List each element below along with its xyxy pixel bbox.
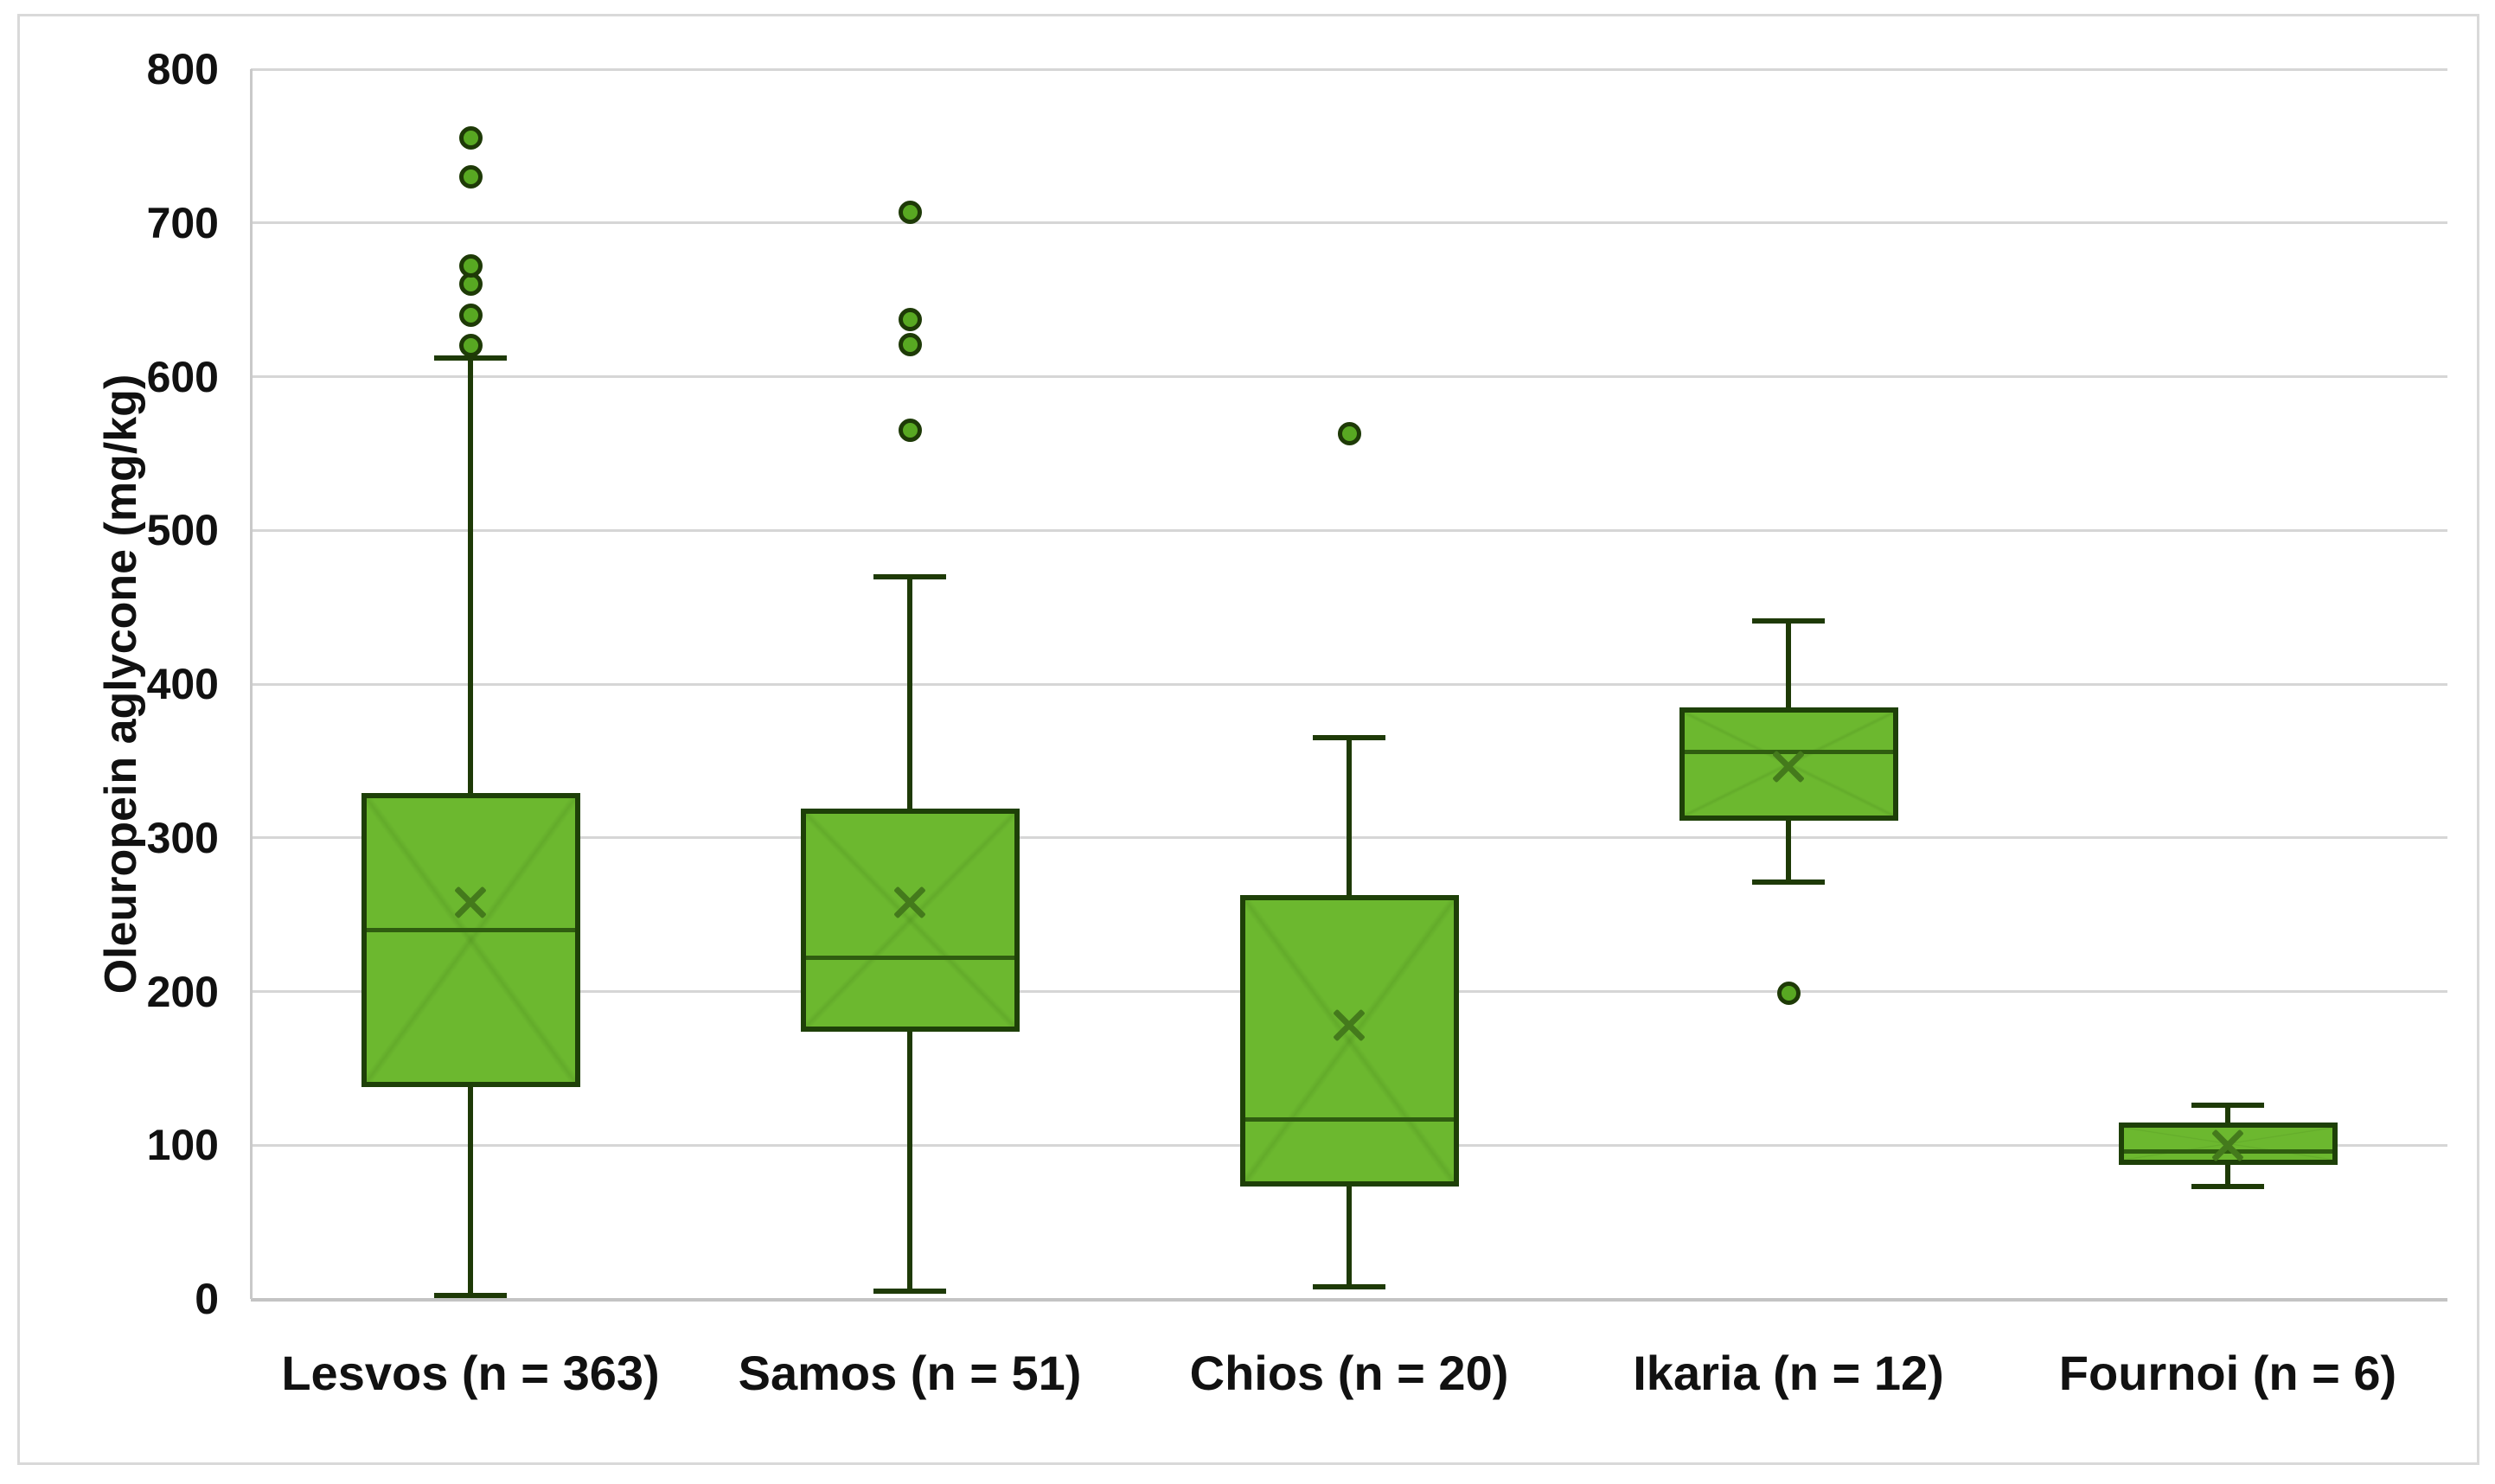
upper-whisker-line	[907, 576, 912, 809]
upper-whisker-cap	[2191, 1103, 2264, 1109]
median-line	[2123, 1148, 2332, 1154]
y-tick-label: 800	[146, 45, 219, 93]
lower-whisker-cap	[434, 1293, 507, 1299]
upper-whisker-line	[468, 358, 473, 794]
y-tick-label: 600	[146, 352, 219, 401]
median-line	[805, 955, 1014, 960]
gridline	[251, 1297, 2447, 1302]
box	[1239, 894, 1459, 1187]
outlier-point	[898, 419, 922, 443]
outlier-point	[898, 308, 922, 332]
box	[800, 808, 1020, 1032]
outlier-point	[1776, 981, 1801, 1005]
x-axis-label: Samos (n = 51)	[738, 1346, 1082, 1400]
outlier-point	[458, 254, 483, 278]
lower-whisker-line	[2225, 1165, 2230, 1187]
x-axis-label: Ikaria (n = 12)	[1633, 1346, 1944, 1400]
plot-area	[249, 67, 2447, 1302]
mean-marker	[1329, 1006, 1369, 1046]
outlier-point	[458, 303, 483, 327]
y-tick-label: 0	[195, 1275, 219, 1323]
lower-whisker-line	[1347, 1187, 1352, 1287]
lower-whisker-line	[1786, 821, 1791, 883]
upper-whisker-line	[1786, 621, 1791, 707]
y-tick-label: 500	[146, 506, 219, 555]
lower-whisker-line	[907, 1031, 912, 1292]
median-line	[366, 927, 575, 932]
y-tick-label: 700	[146, 198, 219, 247]
lower-whisker-cap	[2191, 1184, 2264, 1190]
lower-whisker-cap	[1752, 880, 1825, 886]
x-axis-label: Fournoi (n = 6)	[2058, 1346, 2397, 1400]
gridline	[251, 67, 2447, 71]
box	[361, 793, 580, 1087]
y-tick-label: 300	[146, 813, 219, 862]
gridline	[251, 528, 2447, 532]
chart-frame	[17, 14, 2479, 1465]
outlier-point	[898, 332, 922, 356]
outlier-point	[1337, 421, 1361, 445]
gridline	[251, 221, 2447, 225]
upper-whisker-line	[2225, 1105, 2230, 1123]
mean-marker	[1769, 747, 1808, 787]
mean-marker	[2208, 1125, 2248, 1165]
outlier-point	[898, 200, 922, 224]
upper-whisker-cap	[1752, 618, 1825, 624]
upper-whisker-line	[1347, 738, 1352, 895]
gridline	[251, 375, 2447, 378]
x-axis-label: Lesvos (n = 363)	[281, 1346, 660, 1400]
lower-whisker-line	[468, 1086, 473, 1296]
y-tick-label: 100	[146, 1121, 219, 1170]
y-tick-label: 400	[146, 660, 219, 708]
upper-whisker-cap	[434, 355, 507, 361]
outlier-point	[458, 334, 483, 358]
mean-marker	[890, 882, 930, 922]
median-line	[1244, 1116, 1454, 1122]
outlier-point	[458, 164, 483, 189]
outlier-point	[458, 126, 483, 150]
y-axis-line	[249, 69, 253, 1299]
y-tick-label: 200	[146, 967, 219, 1016]
lower-whisker-cap	[873, 1289, 946, 1295]
mean-marker	[451, 882, 490, 922]
upper-whisker-cap	[1313, 735, 1385, 741]
x-axis-label: Chios (n = 20)	[1189, 1346, 1509, 1400]
median-line	[1684, 749, 1893, 754]
lower-whisker-cap	[1313, 1283, 1385, 1289]
gridline	[251, 682, 2447, 686]
upper-whisker-cap	[873, 573, 946, 579]
